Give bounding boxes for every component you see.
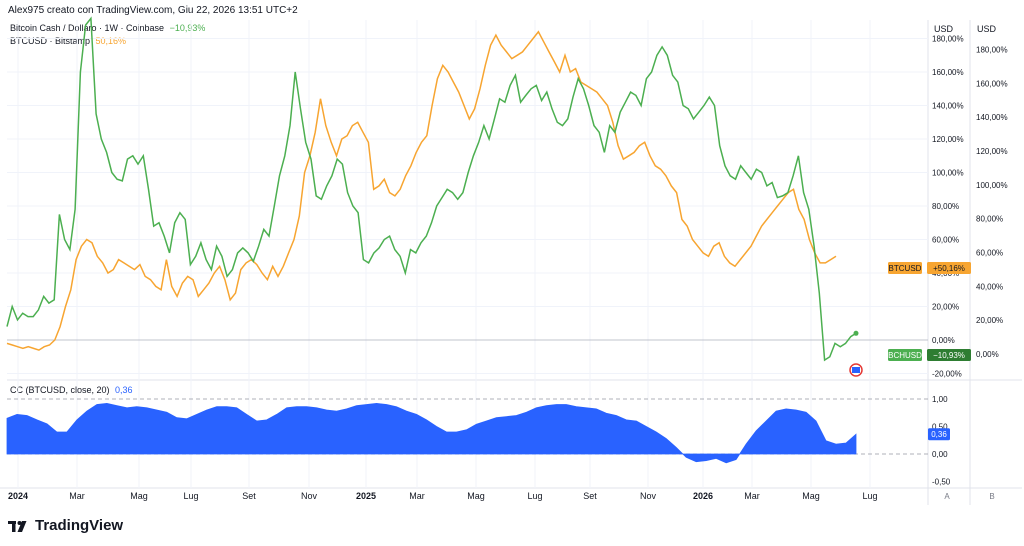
legend-indicator-label: CC (BTCUSD, close, 20) bbox=[10, 385, 110, 395]
series-lines bbox=[6, 16, 859, 362]
x-tick-label: 2026 bbox=[693, 491, 713, 501]
indicator-tick-label: 1,00 bbox=[932, 395, 948, 404]
price-tick-label: 80,00% bbox=[932, 202, 959, 211]
price-tick-label: 100,00% bbox=[932, 169, 964, 178]
x-tick-label: Mag bbox=[130, 491, 148, 501]
second-scale-tick-label: 140,00% bbox=[976, 113, 1008, 122]
x-tick-label: 2024 bbox=[8, 491, 28, 501]
x-tick-label: Lug bbox=[862, 491, 877, 501]
price-tick-label: -20,00% bbox=[932, 370, 962, 379]
bch-label-badge-bg bbox=[888, 349, 922, 361]
x-tick-label: Set bbox=[583, 491, 597, 501]
legend-indicator[interactable]: CC (BTCUSD, close, 20) 0,36 bbox=[10, 385, 133, 395]
price-tick-label: 160,00% bbox=[932, 68, 964, 77]
second-scale-tick-label: 60,00% bbox=[976, 248, 1003, 257]
btc-value-badge-bg bbox=[927, 262, 971, 274]
tradingview-logo-text: TradingView bbox=[35, 517, 124, 534]
price-tick-label: 120,00% bbox=[932, 135, 964, 144]
event-marker-flag-icon bbox=[852, 367, 860, 373]
second-scale-tick-label: 180,00% bbox=[976, 45, 1008, 54]
x-tick-label: Lug bbox=[183, 491, 198, 501]
second-scale-tick-label: 120,00% bbox=[976, 147, 1008, 156]
indicator-tick-label: 0,50 bbox=[932, 423, 948, 432]
x-tick-label: Mar bbox=[744, 491, 760, 501]
grid-lines bbox=[0, 20, 1022, 505]
price-tick-label: 20,00% bbox=[932, 303, 959, 312]
scale-button: A bbox=[944, 492, 950, 501]
second-scale-tick-label: 80,00% bbox=[976, 215, 1003, 224]
legend-main-label: Bitcoin Cash / Dollaro · 1W · Coinbase bbox=[10, 23, 165, 33]
tradingview-logo-icon bbox=[8, 520, 27, 532]
x-tick-label: Mag bbox=[467, 491, 485, 501]
x-tick-label: Mag bbox=[802, 491, 820, 501]
cc-value-badge-text: 0,36 bbox=[931, 430, 947, 439]
legend-main-series[interactable]: Bitcoin Cash / Dollaro · 1W · Coinbase −… bbox=[10, 23, 205, 33]
btc-label-badge-bg bbox=[888, 262, 922, 274]
price-tick-label: 180,00% bbox=[932, 35, 964, 44]
second-scale-tick-label: 100,00% bbox=[976, 181, 1008, 190]
x-tick-label: Set bbox=[242, 491, 256, 501]
btc-label-badge-text: BTCUSD bbox=[889, 264, 922, 273]
x-tick-label: Mar bbox=[409, 491, 425, 501]
x-tick-label: Nov bbox=[301, 491, 318, 501]
cc-area bbox=[6, 402, 857, 464]
bch-value-badge-bg bbox=[927, 349, 971, 361]
second-scale-tick-label: 40,00% bbox=[976, 282, 1003, 291]
indicator-tick-label: 0,00 bbox=[932, 450, 948, 459]
legend-compare-value: 50,16% bbox=[95, 36, 127, 46]
chart-attribution: Alex975 creato con TradingView.com, Giu … bbox=[8, 5, 298, 16]
indicator-area bbox=[6, 402, 857, 464]
cc-value-badge-bg bbox=[928, 428, 950, 441]
bch-value-badge-text: −10,93% bbox=[933, 351, 965, 360]
price-tick-label: 0,00% bbox=[932, 336, 955, 345]
btcusd-line bbox=[6, 30, 837, 351]
second-scale-tick-label: 0,00% bbox=[976, 350, 999, 359]
legend-compare-series[interactable]: BTCUSD · Bitstamp 50,16% bbox=[10, 36, 126, 46]
x-tick-label: Lug bbox=[527, 491, 542, 501]
bch-label-badge-text: BCHUSD bbox=[888, 351, 922, 360]
indicator-tick-label: -0,50 bbox=[932, 478, 951, 487]
legend-main-value: −10,93% bbox=[169, 23, 206, 33]
x-tick-label: Mar bbox=[69, 491, 85, 501]
price-tick-label: 140,00% bbox=[932, 102, 964, 111]
axis-title-right-scale: USD bbox=[977, 24, 997, 34]
x-tick-label: 2025 bbox=[356, 491, 376, 501]
axis-title-left-scale: USD bbox=[934, 24, 954, 34]
tradingview-logo[interactable]: TradingView bbox=[8, 517, 123, 534]
scale-button: B bbox=[989, 492, 994, 501]
legend-compare-label: BTCUSD · Bitstamp bbox=[10, 36, 91, 46]
x-tick-label: Nov bbox=[640, 491, 657, 501]
bchusd-last-point bbox=[853, 330, 859, 336]
second-scale-tick-label: 20,00% bbox=[976, 316, 1003, 325]
legend-indicator-value: 0,36 bbox=[115, 385, 133, 395]
price-badges: BTCUSD +50,16% BCHUSD −10,93% 0,36 bbox=[849, 262, 971, 441]
second-scale-tick-label: 160,00% bbox=[976, 79, 1008, 88]
axis-ticks: 2024 Mar Mag Lug Set Nov 2025 Mar Mag Lug Set Nov 20… bbox=[8, 35, 1008, 502]
bchusd-line bbox=[6, 16, 857, 362]
btc-value-badge-text: +50,16% bbox=[933, 264, 965, 273]
price-tick-label: 60,00% bbox=[932, 236, 959, 245]
